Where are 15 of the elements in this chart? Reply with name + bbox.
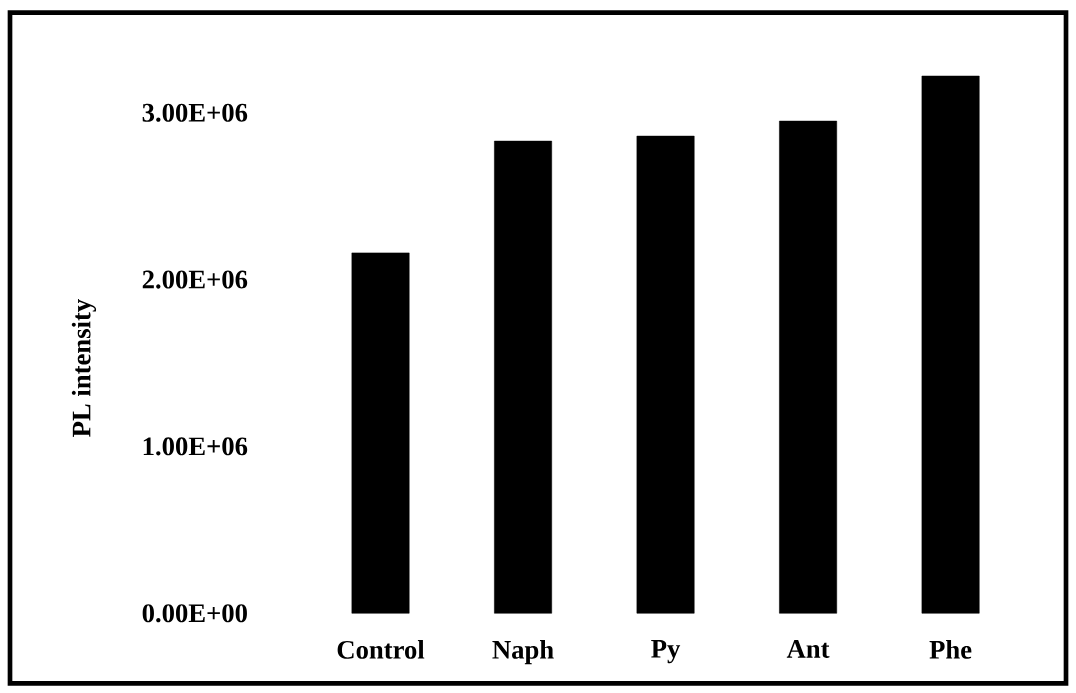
- bar: [779, 120, 837, 614]
- bar: [351, 252, 410, 614]
- bar: [494, 140, 552, 614]
- x-tick-label: Phe: [929, 639, 972, 659]
- x-tick-label: Control: [337, 639, 425, 659]
- x-tick-label: Py: [651, 639, 681, 664]
- x-tick-label: Ant: [786, 639, 830, 658]
- y-tick-label: 2.00E+06: [142, 270, 248, 289]
- y-tick-label: 1.00E+06: [143, 437, 248, 456]
- y-tick-label: 0.00E+00: [142, 604, 247, 623]
- y-axis-title: PL intensity: [71, 298, 97, 437]
- x-tick-label: Naph: [492, 639, 554, 665]
- bar: [636, 135, 695, 614]
- y-tick-label: 3.00E+06: [142, 103, 248, 122]
- bar: [921, 75, 980, 614]
